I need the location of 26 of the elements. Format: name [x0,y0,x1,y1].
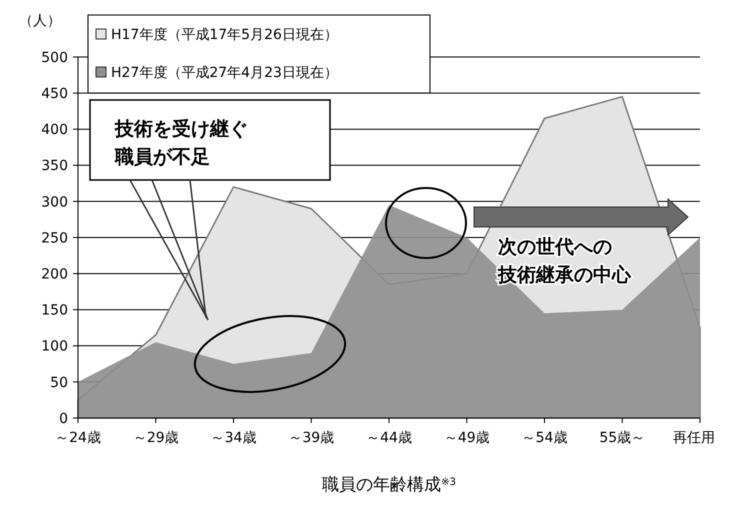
y-tick-label: 500 [41,50,68,66]
y-tick-label: 0 [59,410,68,427]
x-tick-label: ～34歳 [210,430,256,446]
y-tick-label: 400 [41,122,68,138]
y-tick-label: 150 [41,302,68,319]
x-tick-label: 再任用 [673,430,715,446]
x-tick-label: ～44歳 [366,430,412,446]
x-tick-label: ～29歳 [132,430,179,446]
y-tick-label: 200 [41,266,68,282]
y-tick-label: 300 [41,194,68,210]
x-tick-label: ～24歳 [55,430,101,446]
x-tick-label: ～54歳 [522,430,568,446]
y-axis-title: （人） [19,13,61,29]
legend-label: H17年度（平成17年5月26日現在） [111,27,338,43]
y-tick-label: 100 [41,338,68,355]
y-tick-label: 250 [41,230,68,246]
y-tick-label: 450 [41,86,68,102]
legend-label: H27年度（平成27年4月23日現在） [111,65,338,81]
annotation: 次の世代への技術継承の中心 [497,236,632,286]
x-tick-label: ～49歳 [444,430,490,446]
text: 職員の年齢構成$^{※3}$ [322,475,456,495]
x-tick-label: ～39歳 [288,430,334,446]
annotation: 技術を受け継ぐ職員が不足 [114,118,248,168]
y-tick-label: 50 [50,374,68,391]
y-tick-label: 350 [41,158,68,174]
x-tick-label: 55歳～ [599,430,646,446]
